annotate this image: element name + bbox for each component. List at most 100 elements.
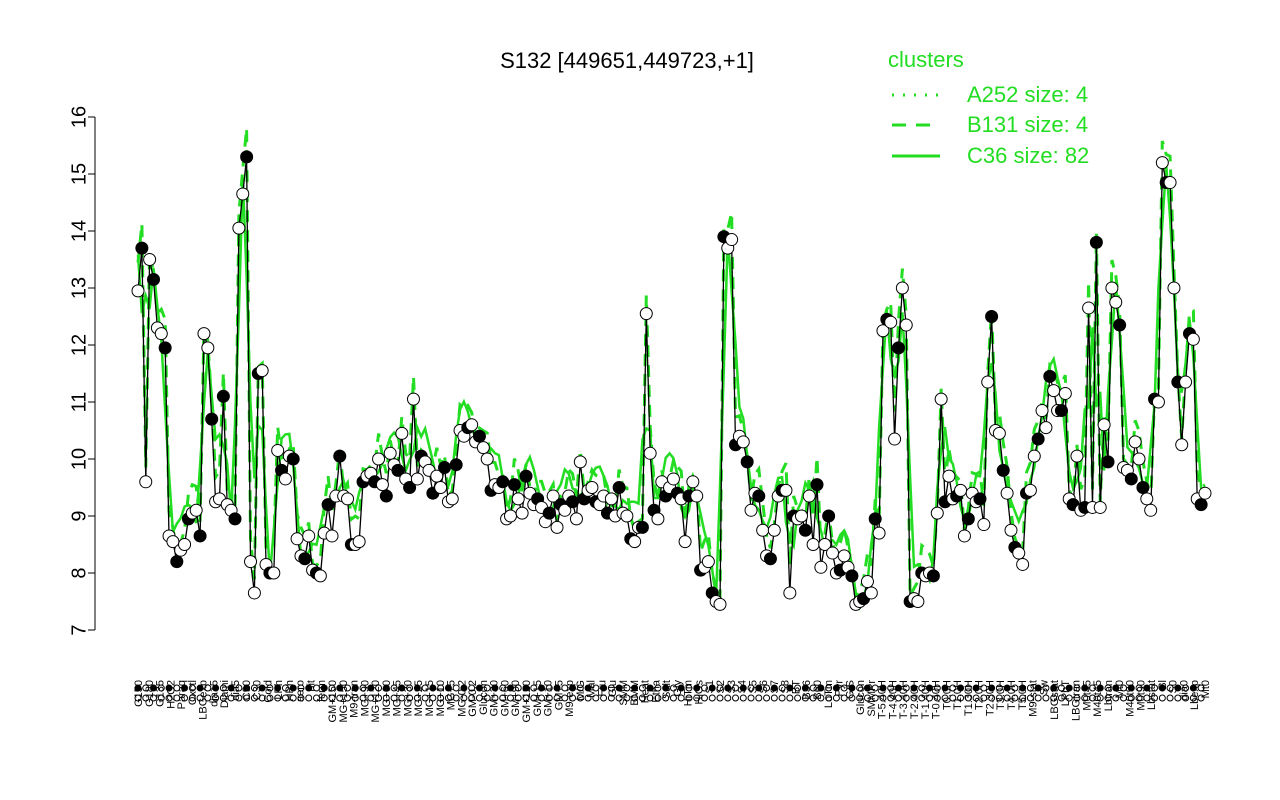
x-tick-label: M40t90: [1125, 680, 1137, 717]
legend: clusters A252 size: 4 B131 size: 4 C36 s…: [888, 47, 1089, 168]
x-tick-label: MG+5: [446, 680, 458, 710]
rug-mark: [747, 684, 755, 692]
rug-mark: [444, 694, 452, 702]
rug-mark: [1174, 694, 1182, 702]
data-point: [930, 506, 944, 520]
rug-mark: [646, 694, 654, 702]
rug-mark: [1197, 694, 1205, 702]
x-tick-label: T1.0H: [952, 680, 964, 710]
data-point: [372, 452, 386, 466]
rug-mark: [677, 684, 685, 692]
x-tick-label: Lbtran: [1103, 680, 1115, 711]
rug-mark: [281, 694, 289, 702]
x-tick-label: T-5.40H: [877, 680, 889, 719]
chart-title: S132 [449651,449723,+1]: [500, 48, 754, 73]
rug-mark: [538, 694, 546, 702]
rug-mark: [1019, 684, 1027, 692]
x-tick-label: T1.30H: [963, 680, 975, 716]
rug-mark: [157, 684, 165, 692]
data-point: [445, 492, 459, 506]
y-tick-label: 9: [68, 510, 90, 521]
x-tick-label: C30: [252, 680, 264, 700]
rug-mark: [584, 694, 592, 702]
rug-mark: [491, 694, 499, 702]
data-point: [899, 318, 913, 332]
data-point: [686, 475, 700, 489]
data-point: [639, 307, 653, 321]
data-point: [569, 512, 583, 526]
data-point: [1070, 449, 1084, 463]
data-point: [383, 446, 397, 460]
rug-mark: [514, 694, 522, 702]
rug-mark: [212, 684, 220, 692]
rug-mark: [1003, 684, 1011, 692]
x-tick-label: T2.0H: [974, 680, 986, 710]
data-point: [298, 552, 312, 566]
rug-mark: [794, 684, 802, 692]
data-point: [406, 392, 420, 406]
rug-mark: [949, 684, 957, 692]
rug-mark: [755, 684, 763, 692]
x-tick-label: MG+25: [413, 680, 425, 716]
data-point: [430, 469, 444, 483]
data-point: [872, 526, 886, 540]
rug-mark: [421, 694, 429, 702]
rug-mark: [1057, 694, 1065, 702]
y-tick-label: 14: [68, 220, 90, 242]
rug-mark: [957, 684, 965, 692]
data-point: [391, 463, 405, 477]
data-point: [957, 529, 971, 543]
rug-mark: [150, 694, 158, 702]
rug-mark: [1065, 694, 1073, 702]
rug-mark: [654, 684, 662, 692]
rug-mark: [351, 694, 359, 702]
data-point: [1000, 486, 1014, 500]
x-tick-label: MG+30: [402, 680, 414, 716]
data-point: [868, 512, 882, 526]
data-point: [205, 412, 219, 426]
rug-mark: [809, 694, 817, 702]
rug-mark: [770, 694, 778, 702]
x-tick-label: MG+45: [392, 680, 404, 716]
axes: 7 8 9 10 11 12 13 14 15 16: [68, 106, 96, 636]
rug-mark: [988, 684, 996, 692]
rug-mark: [623, 684, 631, 692]
rug-mark: [1189, 684, 1197, 692]
data-point: [341, 492, 355, 506]
x-tick-label: GM+90: [510, 680, 522, 716]
rug-mark: [592, 694, 600, 702]
rug-mark: [444, 684, 452, 692]
data-point: [977, 518, 991, 532]
y-tick-label: 11: [68, 392, 90, 413]
legend-title: clusters: [888, 47, 964, 72]
x-tick-label: C90: [241, 680, 253, 700]
data-point: [1016, 557, 1030, 571]
x-tick-label: MG+60: [381, 680, 393, 716]
data-point: [1124, 472, 1138, 486]
rug-mark: [801, 694, 809, 702]
data-point: [302, 529, 316, 543]
data-point: [756, 523, 770, 537]
data-point: [628, 535, 642, 549]
rug-mark: [483, 684, 491, 692]
rug-mark: [553, 694, 561, 702]
x-tick-label: M0t90: [1135, 680, 1147, 711]
rug-mark: [879, 684, 887, 692]
rug-mark: [755, 694, 763, 702]
rug-mark: [980, 694, 988, 702]
rug-mark: [957, 694, 965, 702]
rug-mark: [1019, 694, 1027, 702]
rug-mark: [266, 694, 274, 702]
data-point: [926, 569, 940, 583]
rug-mark: [1182, 694, 1190, 702]
data-point: [1105, 281, 1119, 295]
x-tick-label: T-4.40H: [887, 680, 899, 719]
data-point: [542, 506, 556, 520]
rug-mark: [600, 684, 608, 692]
data-point: [375, 478, 389, 492]
legend-label-c36: C36 size: 82: [967, 143, 1089, 168]
rug-mark: [157, 694, 165, 702]
data-point: [1058, 386, 1072, 400]
x-tick-label: BT: [790, 680, 802, 694]
x-tick-label: T3.0H: [995, 680, 1007, 710]
